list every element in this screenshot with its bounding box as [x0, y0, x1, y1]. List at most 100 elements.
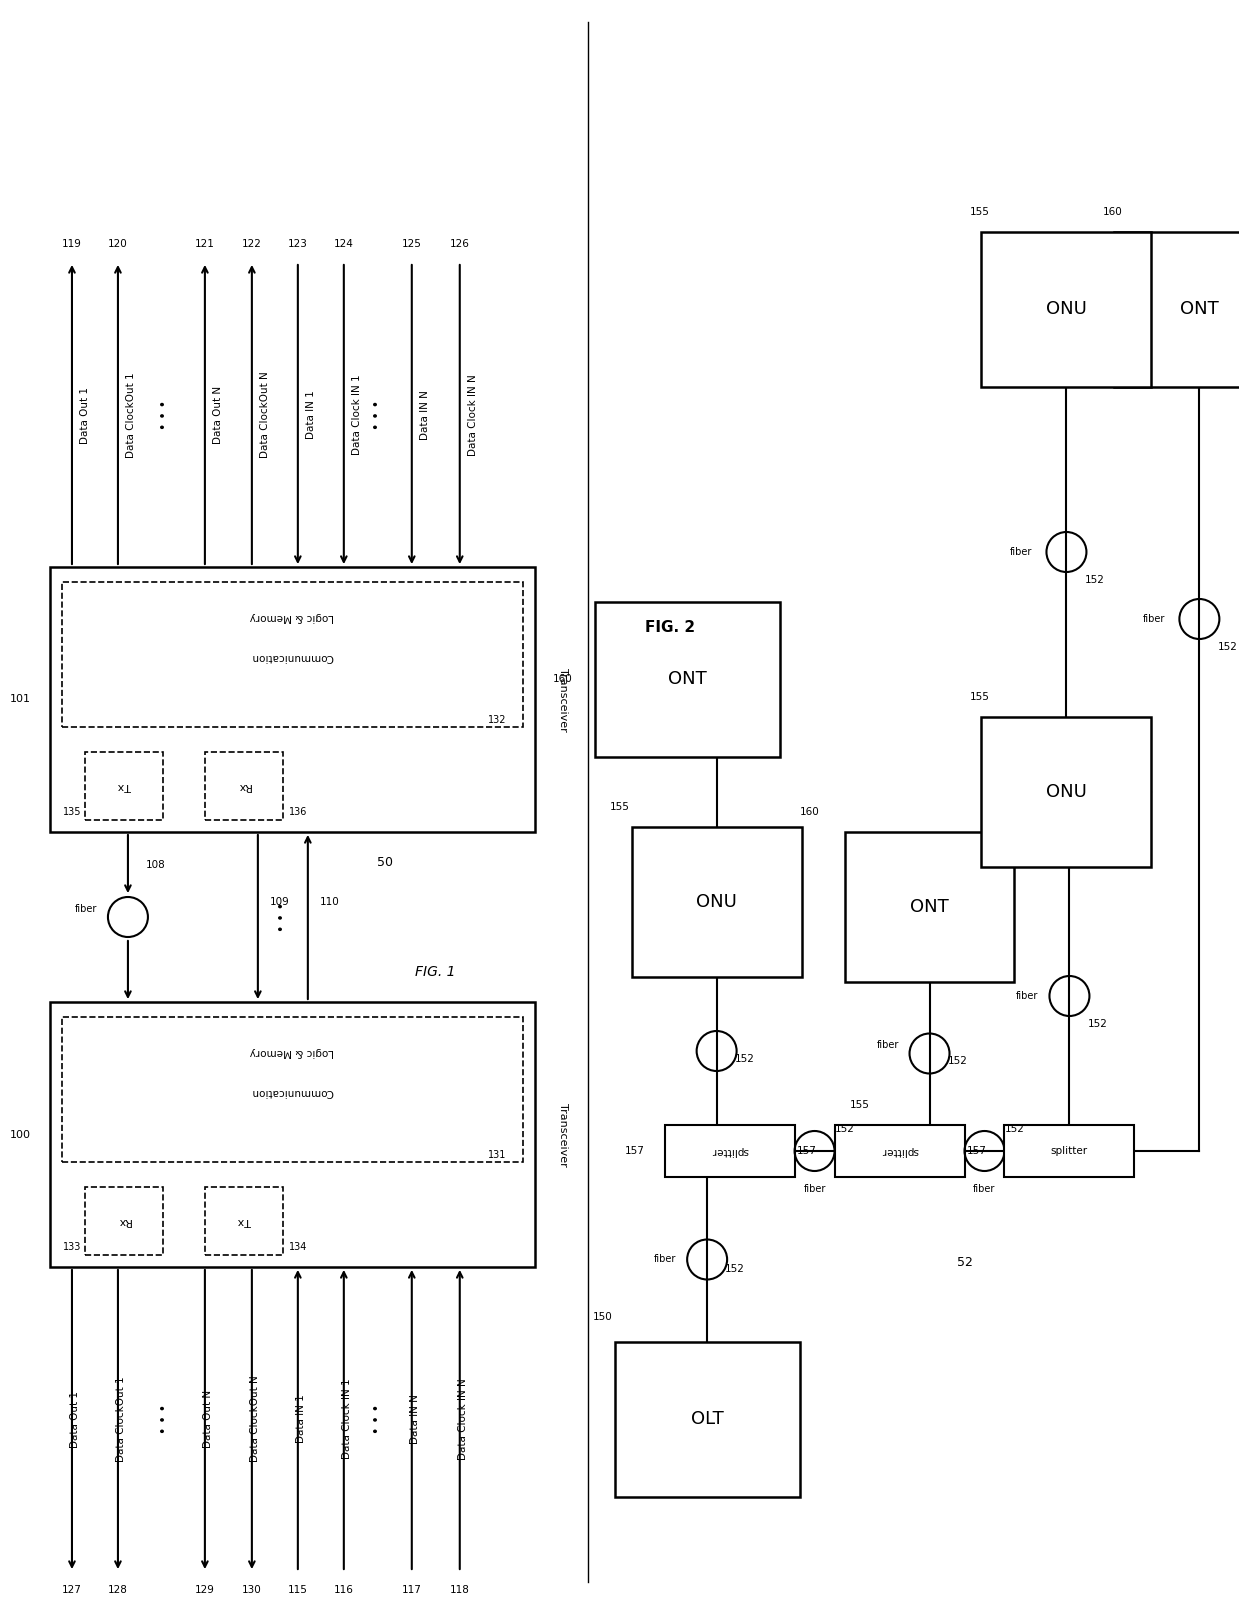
Text: 132: 132: [487, 716, 506, 725]
Text: 155: 155: [970, 206, 990, 218]
Text: 126: 126: [450, 239, 470, 248]
Text: • • •: • • •: [159, 1404, 171, 1435]
Text: 152: 152: [835, 1124, 854, 1133]
Text: 119: 119: [62, 239, 82, 248]
Text: 129: 129: [195, 1585, 215, 1594]
Text: 117: 117: [402, 1585, 422, 1594]
Text: ONT: ONT: [910, 898, 949, 916]
Text: Logic & Memory: Logic & Memory: [250, 613, 335, 622]
Text: 155: 155: [970, 692, 990, 701]
Text: 100: 100: [10, 1130, 31, 1140]
Text: 124: 124: [334, 239, 353, 248]
Bar: [665, 1125, 795, 1177]
Text: fiber: fiber: [1011, 546, 1033, 558]
Text: 136: 136: [289, 808, 308, 817]
Bar: [982, 717, 1152, 867]
Bar: [205, 1186, 283, 1256]
Text: 50: 50: [377, 856, 393, 869]
Text: 108: 108: [146, 859, 166, 870]
Text: 118: 118: [450, 1585, 470, 1594]
Text: fiber: fiber: [1017, 991, 1039, 1001]
Text: Data IN N: Data IN N: [420, 390, 430, 440]
Text: • • •: • • •: [371, 400, 384, 430]
Text: Data ClockOut N: Data ClockOut N: [260, 372, 270, 458]
Text: Transceiver: Transceiver: [558, 1103, 568, 1167]
Text: Transceiver: Transceiver: [558, 667, 568, 732]
Text: fiber: fiber: [804, 1183, 826, 1194]
Text: Tx: Tx: [237, 1215, 250, 1227]
Text: 101: 101: [10, 695, 31, 704]
Text: 152: 152: [725, 1264, 745, 1275]
Text: Data Clock IN N: Data Clock IN N: [467, 374, 477, 456]
Text: Data ClockOut N: Data ClockOut N: [250, 1375, 260, 1462]
Text: 150: 150: [593, 1312, 613, 1322]
Text: 123: 123: [288, 239, 308, 248]
Text: 152: 152: [1004, 1124, 1024, 1133]
Text: Data Out N: Data Out N: [203, 1390, 213, 1448]
Text: splitter: splitter: [880, 1146, 918, 1156]
Text: 152: 152: [947, 1056, 967, 1067]
Text: Tx: Tx: [118, 780, 130, 791]
Bar: [595, 601, 780, 758]
Text: fiber: fiber: [74, 904, 97, 914]
Text: 52: 52: [956, 1256, 972, 1269]
Bar: [50, 567, 534, 832]
Text: Data Out N: Data Out N: [213, 385, 223, 443]
Text: 152: 152: [1218, 642, 1238, 651]
Bar: [62, 582, 523, 727]
Text: fiber: fiber: [973, 1183, 996, 1194]
Bar: [50, 1003, 534, 1267]
Text: 120: 120: [108, 239, 128, 248]
Text: splitter: splitter: [711, 1146, 748, 1156]
Text: 157: 157: [625, 1146, 645, 1156]
Text: 109: 109: [270, 896, 290, 908]
Text: OLT: OLT: [691, 1410, 723, 1428]
Text: Communication: Communication: [250, 651, 334, 663]
Text: 155: 155: [610, 803, 630, 812]
Text: Rx: Rx: [237, 780, 250, 791]
Text: ONT: ONT: [1180, 300, 1219, 319]
Bar: [835, 1125, 965, 1177]
Text: fiber: fiber: [877, 1040, 899, 1051]
Text: Data Clock IN 1: Data Clock IN 1: [342, 1378, 352, 1459]
Text: 135: 135: [63, 808, 81, 817]
Text: 125: 125: [402, 239, 422, 248]
Bar: [615, 1343, 800, 1498]
Text: 116: 116: [334, 1585, 353, 1594]
Text: 121: 121: [195, 239, 215, 248]
Bar: [86, 753, 162, 821]
Text: 160: 160: [1102, 206, 1122, 218]
Bar: [62, 1017, 523, 1162]
Text: • • •: • • •: [159, 400, 171, 430]
Bar: [844, 832, 1014, 982]
Text: ONU: ONU: [1047, 300, 1087, 319]
Text: 157: 157: [796, 1146, 816, 1156]
Text: • • •: • • •: [277, 903, 289, 932]
Text: FIG. 2: FIG. 2: [645, 619, 694, 635]
Text: 122: 122: [242, 239, 262, 248]
Text: 130: 130: [242, 1585, 262, 1594]
Text: 160: 160: [800, 808, 820, 817]
Text: ONU: ONU: [696, 893, 737, 911]
Text: FIG. 1: FIG. 1: [414, 966, 455, 978]
Text: fiber: fiber: [653, 1254, 676, 1264]
Text: 127: 127: [62, 1585, 82, 1594]
Bar: [86, 1186, 162, 1256]
Bar: [631, 827, 801, 977]
Text: 160: 160: [553, 674, 573, 685]
Text: Data ClockOut 1: Data ClockOut 1: [115, 1377, 126, 1462]
Text: ONT: ONT: [668, 671, 707, 688]
Bar: [982, 232, 1152, 387]
Text: Data Out 1: Data Out 1: [69, 1391, 79, 1448]
Text: 115: 115: [288, 1585, 308, 1594]
Text: 155: 155: [849, 1099, 869, 1111]
Text: 134: 134: [289, 1241, 308, 1253]
Text: Data Out 1: Data Out 1: [79, 387, 91, 443]
Text: Data IN 1: Data IN 1: [306, 390, 316, 440]
Text: 152: 152: [1087, 1019, 1107, 1028]
Text: Data ClockOut 1: Data ClockOut 1: [126, 372, 136, 458]
Text: ONU: ONU: [1047, 783, 1087, 801]
Bar: [1004, 1125, 1135, 1177]
Bar: [1115, 232, 1240, 387]
Text: 131: 131: [487, 1149, 506, 1161]
